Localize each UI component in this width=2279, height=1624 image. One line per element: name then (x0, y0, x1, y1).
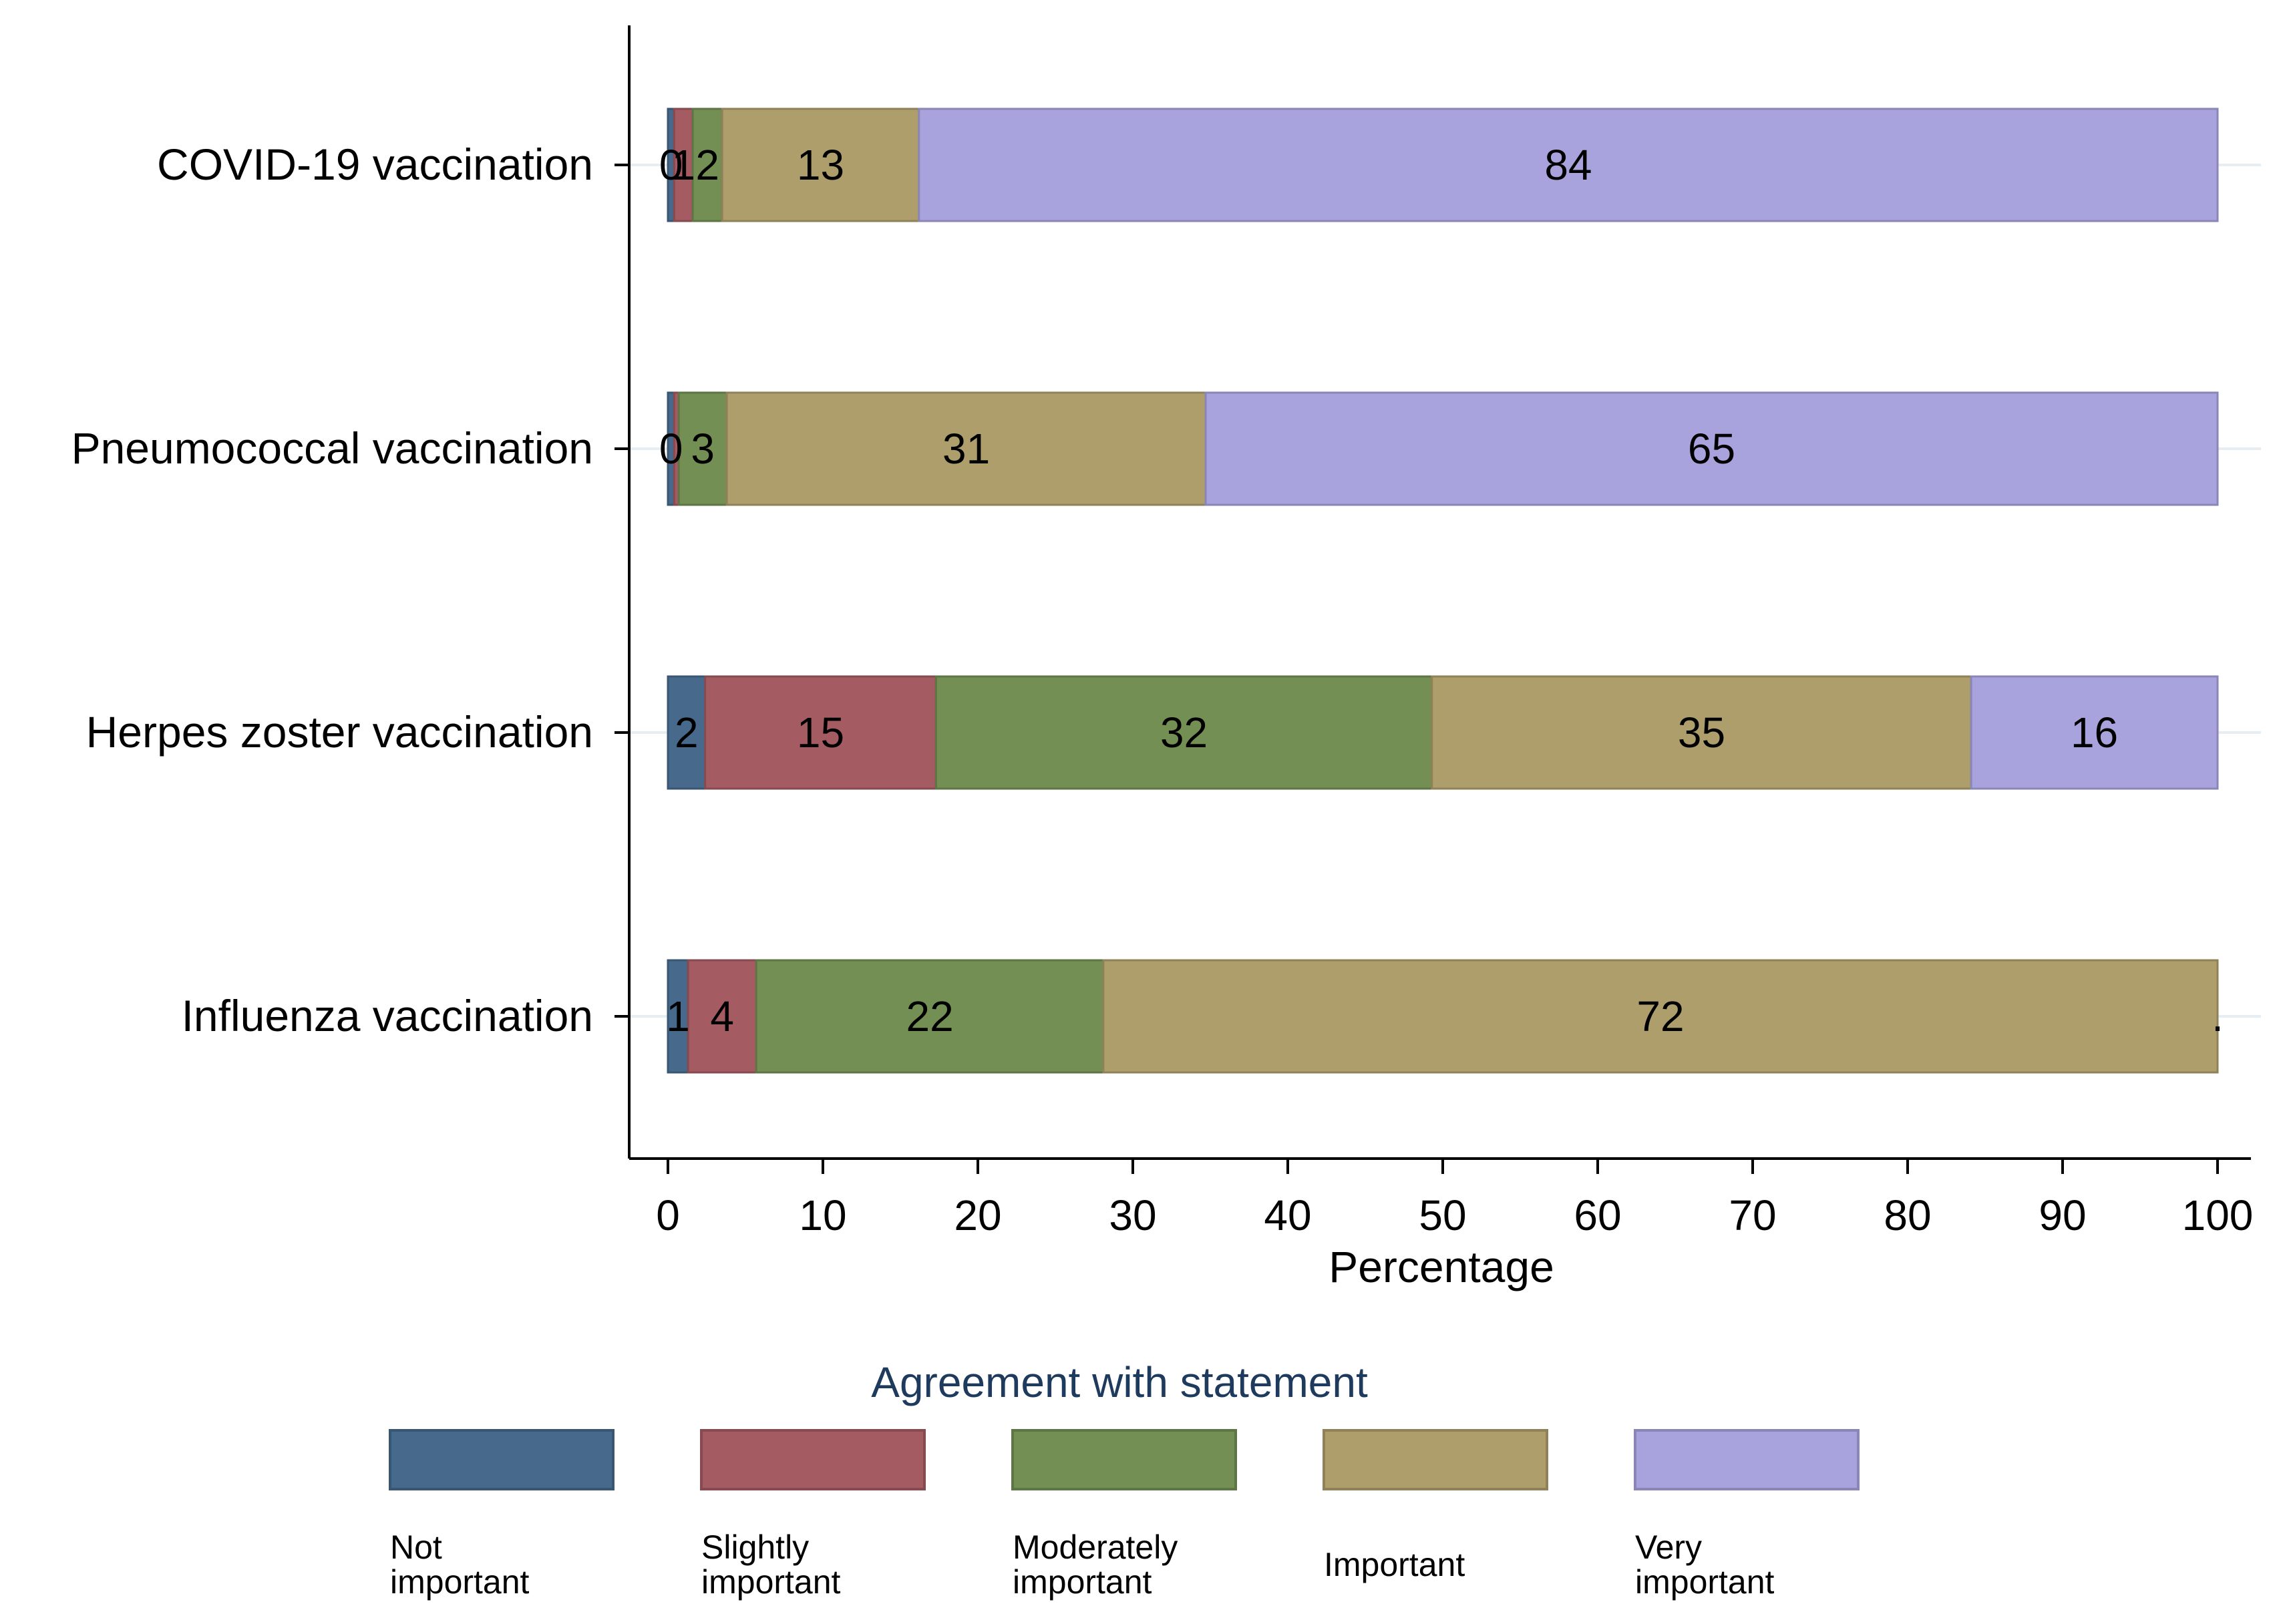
x-tick-label: 10 (799, 1191, 846, 1239)
data-label: 13 (797, 141, 844, 189)
category-label: Pneumococcal vaccination (71, 423, 593, 473)
category-label: Influenza vaccination (182, 991, 593, 1040)
data-label: 1 (671, 141, 695, 189)
x-tick-label: 80 (1884, 1191, 1931, 1239)
legend-label: Very (1635, 1529, 1702, 1566)
bar-segment (755, 959, 1105, 1074)
x-tick-label: 0 (656, 1191, 680, 1239)
data-label: 4 (710, 992, 734, 1040)
legend-swatch (389, 1429, 615, 1490)
category-label: COVID-19 vaccination (157, 140, 593, 189)
data-label: 2 (675, 708, 699, 757)
bar-segment (1431, 675, 1972, 790)
data-label: 3 (691, 425, 715, 473)
category-label: Herpes zoster vaccination (86, 707, 593, 757)
bar-segment (1204, 391, 2219, 506)
x-tick-label: 50 (1419, 1191, 1466, 1239)
legend-label: Moderately (1013, 1529, 1178, 1566)
x-tick-label: 30 (1109, 1191, 1156, 1239)
data-label: 22 (906, 992, 953, 1040)
data-label: . (2212, 992, 2224, 1040)
data-label: 15 (797, 708, 844, 757)
bars (667, 108, 2219, 1074)
legend-label: Important (1324, 1546, 1465, 1583)
data-label: 31 (942, 425, 990, 473)
x-tick-label: 60 (1574, 1191, 1621, 1239)
legend-swatch (1634, 1429, 1860, 1490)
bar-segment (1102, 959, 2219, 1074)
x-tick-label: 40 (1264, 1191, 1311, 1239)
data-label: 0 (659, 425, 683, 473)
bar-segment (934, 675, 1433, 790)
legend: Agreement with statement NotimportantSli… (389, 1358, 1860, 1601)
legend-label: Not (390, 1529, 442, 1566)
axes (628, 25, 2251, 1160)
x-ticks: 0 10 20 30 40 50 60 70 80 90 100 (656, 1159, 2253, 1239)
legend-label: important (390, 1563, 530, 1601)
x-tick-label: 90 (2039, 1191, 2086, 1239)
legend-swatch (1011, 1429, 1237, 1490)
legend-label: important (1013, 1563, 1152, 1601)
legend-label: important (701, 1563, 841, 1601)
data-label: 1 (666, 992, 690, 1040)
data-label: 84 (1544, 141, 1592, 189)
data-label: 65 (1688, 425, 1735, 473)
y-ticks: COVID-19 vaccination Pneumococcal vaccina… (71, 140, 629, 1040)
legend-title: Agreement with statement (871, 1358, 1368, 1406)
x-tick-label: 100 (2182, 1191, 2254, 1239)
bar-segment (725, 391, 1207, 506)
bar-segment (1970, 675, 2219, 790)
bar-segment (704, 675, 937, 790)
legend-label: important (1635, 1563, 1775, 1601)
data-label: 2 (695, 141, 719, 189)
data-label: 16 (2071, 708, 2118, 757)
bar-segment (918, 108, 2219, 222)
bar-segment (677, 391, 728, 506)
data-label: 32 (1160, 708, 1208, 757)
data-label: 35 (1678, 708, 1725, 757)
data-label: 0 (659, 141, 683, 189)
bar-segment (667, 959, 689, 1074)
data-label: 72 (1636, 992, 1684, 1040)
gridlines (629, 164, 2261, 1018)
legend-label: Slightly (701, 1529, 809, 1566)
bar-segment (673, 108, 694, 222)
legend-swatch (1323, 1429, 1548, 1490)
bar-labels: 01 2 13 840 3 31 652 15 32 35 161 4 22 72. (659, 141, 2224, 1040)
bar-segment (721, 108, 920, 222)
x-tick-label: 20 (954, 1191, 1001, 1239)
legend-swatch (700, 1429, 926, 1490)
x-axis-title: Percentage (1329, 1242, 1554, 1291)
x-tick-label: 70 (1729, 1191, 1776, 1239)
